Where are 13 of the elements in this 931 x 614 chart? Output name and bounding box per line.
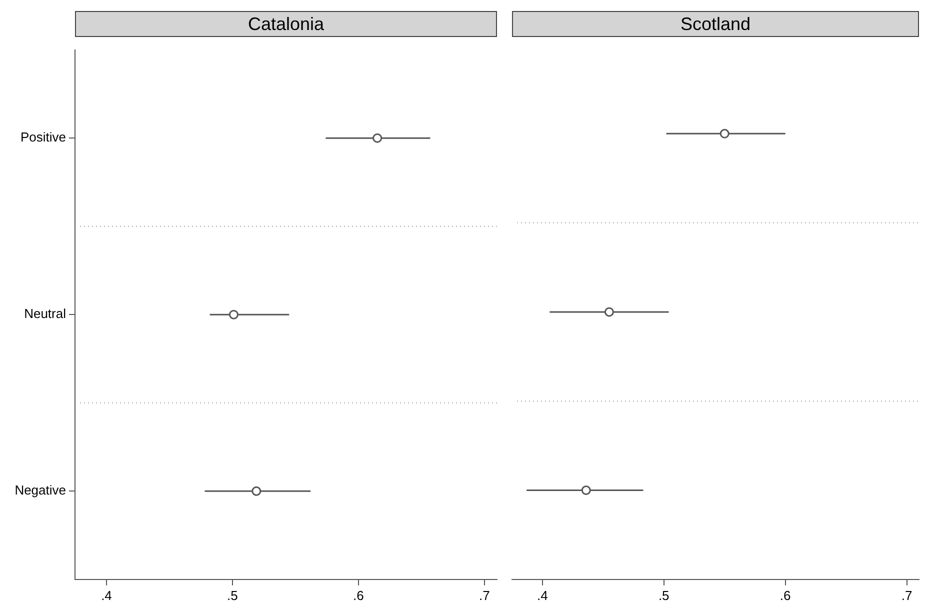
x-tick-label: .6 [353, 588, 364, 603]
y-tick-label: Neutral [24, 306, 66, 322]
x-tick-label: .7 [901, 588, 912, 603]
chart-title: Scotland [512, 11, 919, 37]
chart-title: Catalonia [75, 11, 497, 37]
x-tick-label: .7 [478, 588, 490, 603]
y-tick-label: Negative [14, 482, 66, 498]
y-tick-label: Positive [20, 130, 66, 145]
x-tick-label: .5 [227, 588, 238, 603]
x-tick-label: .4 [101, 588, 112, 603]
x-tick-label: .5 [658, 588, 670, 603]
x-tick-label: .4 [536, 588, 548, 603]
x-tick-label: .6 [780, 588, 791, 603]
